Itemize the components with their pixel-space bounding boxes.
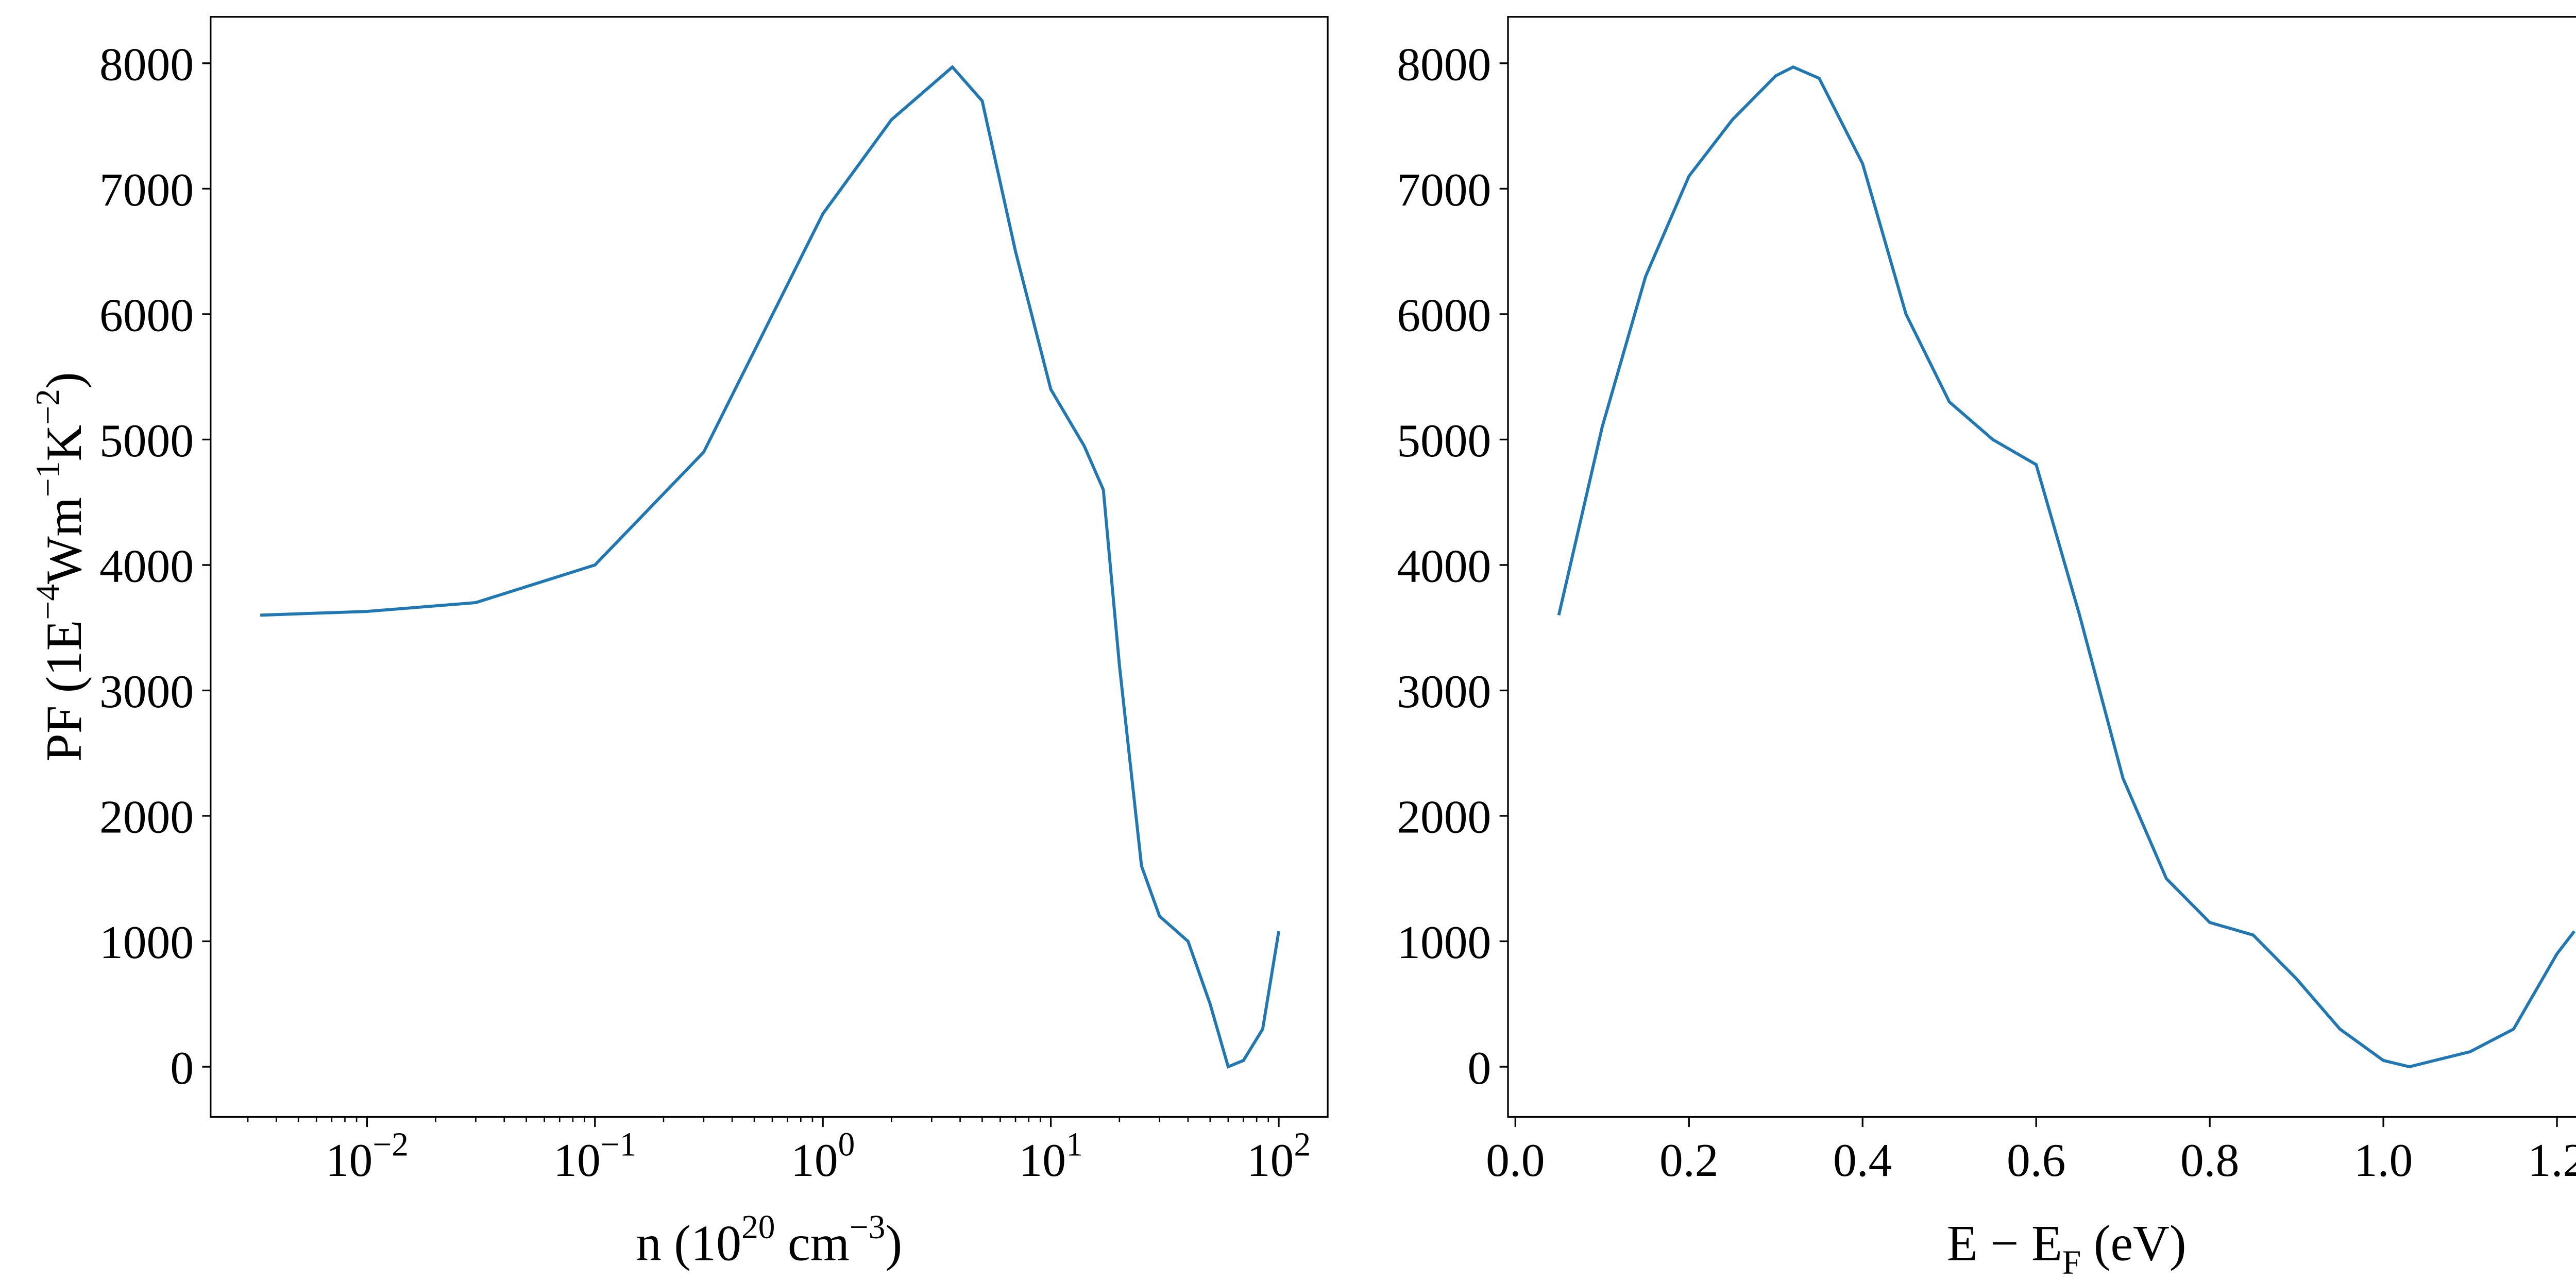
y-tick-label: 7000 xyxy=(1397,163,1491,216)
x-axis-label-part: 20 xyxy=(741,1209,775,1246)
y-tick-label: 1000 xyxy=(99,916,194,968)
x-axis-label-part: −3 xyxy=(850,1209,886,1246)
x-tick-label: 0.0 xyxy=(1486,1134,1545,1186)
y-tick-label: 4000 xyxy=(1397,540,1491,592)
y-axis-label-part: PF (1E xyxy=(37,620,92,762)
x-axis-label-part: E − E xyxy=(1947,1216,2062,1271)
x-axis-label-part: cm xyxy=(775,1216,850,1271)
y-axis-label-part: −1 xyxy=(29,461,66,497)
x-tick-label: 10−2 xyxy=(326,1126,409,1186)
y-axis-label-part: Wm xyxy=(37,497,92,584)
x-tick-label: 101 xyxy=(1019,1126,1082,1186)
x-tick-label: 100 xyxy=(791,1126,855,1186)
y-tick-label: 6000 xyxy=(1397,289,1491,341)
y-axis-label-part: −2 xyxy=(29,389,66,425)
y-tick-label: 7000 xyxy=(99,163,194,216)
y-tick-label: 2000 xyxy=(99,791,194,843)
x-tick-label: 0.2 xyxy=(1659,1134,1718,1186)
y-axis-label-part: −4 xyxy=(29,584,66,620)
x-tick-label: 0.8 xyxy=(2180,1134,2239,1186)
x-axis-label: E − EF (eV) xyxy=(1947,1216,2187,1281)
y-tick-label: 1000 xyxy=(1397,916,1491,968)
y-axis-label: PF (1E−4Wm−1K−2) xyxy=(29,372,92,762)
y-tick-label: 3000 xyxy=(1397,665,1491,717)
x-axis-label: n (1020 cm−3) xyxy=(636,1209,902,1272)
y-tick-label: 8000 xyxy=(1397,38,1491,91)
data-line xyxy=(1557,65,2576,1069)
y-tick-label: 0 xyxy=(1468,1041,1492,1094)
y-tick-label: 4000 xyxy=(99,540,194,592)
data-line xyxy=(260,64,1280,1069)
y-tick-label: 6000 xyxy=(99,289,194,341)
x-tick-label: 0.4 xyxy=(1833,1134,1892,1186)
plot-frame xyxy=(210,16,1329,1118)
y-tick-label: 5000 xyxy=(99,414,194,467)
x-tick-label: 10−1 xyxy=(553,1126,636,1186)
x-tick-label: 1.0 xyxy=(2354,1134,2413,1186)
y-tick-label: 3000 xyxy=(99,665,194,717)
y-axis-label-part: K xyxy=(37,425,92,461)
x-tick-label: 0.6 xyxy=(2007,1134,2065,1186)
x-axis-label-part: F xyxy=(2062,1244,2081,1281)
x-axis-label-part: (eV) xyxy=(2081,1216,2186,1271)
x-tick-label: 102 xyxy=(1247,1126,1311,1186)
y-axis-label-part: ) xyxy=(37,372,92,389)
y-tick-label: 5000 xyxy=(1397,414,1491,467)
y-tick-label: 2000 xyxy=(1397,791,1491,843)
y-tick-label: 8000 xyxy=(99,38,194,91)
x-axis-label-part: ) xyxy=(885,1216,902,1271)
x-axis-label-part: n (10 xyxy=(636,1216,741,1271)
x-tick-label: 1.2 xyxy=(2528,1134,2576,1186)
y-tick-label: 0 xyxy=(170,1041,194,1094)
plot-frame xyxy=(1507,16,2576,1118)
